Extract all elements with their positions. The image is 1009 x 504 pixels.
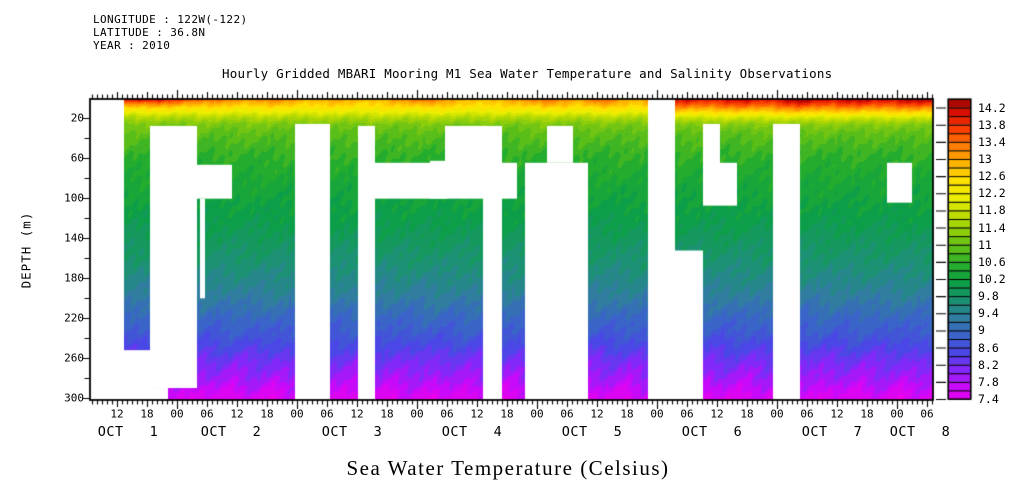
x-hour-tick-label: 18 bbox=[860, 407, 874, 421]
x-hour-tick-label: 12 bbox=[110, 407, 124, 421]
y-depth-tick-label: 300 bbox=[64, 391, 84, 405]
longitude-label: LONGITUDE : 122W(-122) bbox=[93, 13, 248, 26]
colorbar-tick-label: 9.4 bbox=[978, 306, 999, 321]
colorbar-tick-label: 8.2 bbox=[978, 357, 999, 372]
x-hour-tick-label: 00 bbox=[170, 407, 184, 421]
depth-axis-title: DEPTH (m) bbox=[18, 211, 34, 289]
x-date-label: OCT 3 bbox=[321, 424, 383, 440]
x-date-label: OCT 2 bbox=[200, 424, 262, 440]
colorbar-tick-label: 13.8 bbox=[978, 117, 1006, 132]
colorbar-tick-label: 10.6 bbox=[978, 254, 1006, 269]
x-hour-tick-label: 12 bbox=[710, 407, 724, 421]
latitude-label: LATITUDE : 36.8N bbox=[93, 26, 206, 39]
colorbar-tick-label: 7.8 bbox=[978, 374, 999, 389]
x-date-label: OCT 4 bbox=[441, 424, 503, 440]
x-hour-tick-label: 18 bbox=[140, 407, 154, 421]
colorbar-tick-label: 11.4 bbox=[978, 220, 1006, 235]
y-depth-tick-label: 220 bbox=[64, 311, 84, 325]
x-hour-tick-label: 06 bbox=[560, 407, 574, 421]
colorbar-tick-label: 11.8 bbox=[978, 203, 1006, 218]
x-hour-tick-label: 00 bbox=[290, 407, 304, 421]
x-date-label: OCT 6 bbox=[681, 424, 743, 440]
colorbar-tick-label: 9.8 bbox=[978, 289, 999, 304]
plot-title: Hourly Gridded MBARI Mooring M1 Sea Wate… bbox=[222, 66, 833, 81]
colorbar-tick-label: 10.2 bbox=[978, 272, 1006, 286]
x-hour-tick-label: 18 bbox=[500, 407, 514, 421]
x-hour-tick-label: 00 bbox=[770, 407, 784, 421]
x-hour-tick-label: 00 bbox=[530, 407, 544, 421]
colorbar-tick-label: 11 bbox=[978, 237, 992, 252]
x-hour-tick-label: 00 bbox=[890, 407, 904, 421]
plot-caption: Sea Water Temperature (Celsius) bbox=[346, 456, 670, 480]
colorbar-tick-label: 13.4 bbox=[978, 134, 1006, 149]
x-date-label: OCT 5 bbox=[561, 424, 623, 440]
x-date-label: OCT 7 bbox=[801, 424, 863, 440]
x-date-label: OCT 8 bbox=[889, 424, 951, 440]
y-depth-tick-label: 140 bbox=[64, 231, 84, 245]
colorbar-tick-label: 14.2 bbox=[978, 100, 1006, 115]
colorbar-tick-label: 13 bbox=[978, 152, 992, 166]
x-hour-tick-label: 00 bbox=[650, 407, 664, 421]
x-hour-tick-label: 18 bbox=[260, 407, 274, 421]
y-depth-tick-label: 20 bbox=[70, 111, 84, 125]
colorbar-tick-label: 9 bbox=[978, 323, 985, 338]
colorbar-tick-label: 7.4 bbox=[978, 392, 999, 406]
x-hour-tick-label: 06 bbox=[440, 407, 454, 421]
x-hour-tick-label: 12 bbox=[830, 407, 844, 421]
x-hour-tick-label: 06 bbox=[800, 407, 814, 421]
x-hour-tick-label: 06 bbox=[920, 407, 934, 421]
x-hour-tick-label: 12 bbox=[590, 407, 604, 421]
y-depth-tick-label: 180 bbox=[64, 271, 84, 285]
colorbar-tick-label: 12.2 bbox=[978, 186, 1006, 201]
colorbar-tick-label: 12.6 bbox=[978, 169, 1006, 184]
x-hour-tick-label: 18 bbox=[740, 407, 754, 421]
x-date-label: OCT 1 bbox=[97, 424, 159, 440]
x-hour-tick-label: 12 bbox=[230, 407, 244, 421]
x-hour-tick-label: 12 bbox=[350, 407, 364, 421]
x-hour-tick-label: 06 bbox=[320, 407, 334, 421]
y-depth-tick-label: 60 bbox=[70, 151, 84, 165]
x-hour-tick-label: 12 bbox=[470, 407, 484, 421]
x-hour-tick-label: 18 bbox=[620, 407, 634, 421]
year-label: YEAR : 2010 bbox=[93, 39, 171, 52]
y-depth-tick-label: 260 bbox=[64, 351, 84, 365]
x-hour-tick-label: 00 bbox=[410, 407, 424, 421]
colorbar-tick-label: 8.6 bbox=[978, 340, 999, 355]
x-hour-tick-label: 06 bbox=[200, 407, 214, 421]
x-hour-tick-label: 06 bbox=[680, 407, 694, 421]
y-depth-tick-label: 100 bbox=[64, 191, 84, 205]
x-hour-tick-label: 18 bbox=[380, 407, 394, 421]
